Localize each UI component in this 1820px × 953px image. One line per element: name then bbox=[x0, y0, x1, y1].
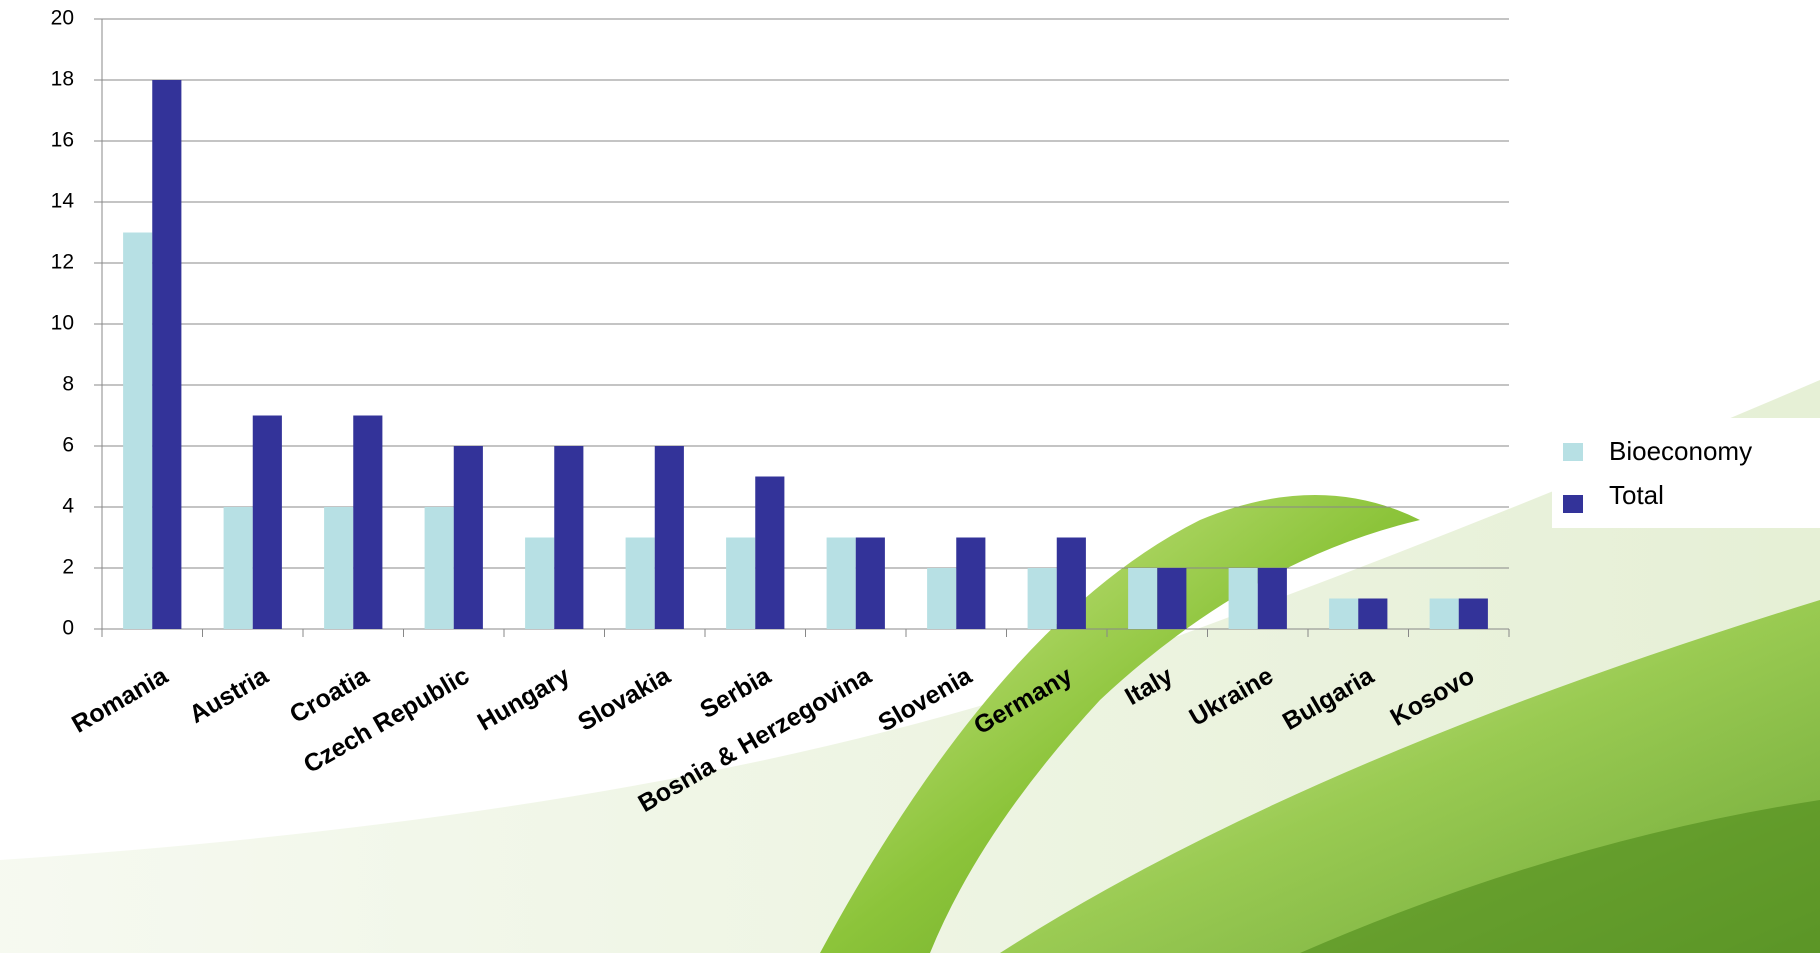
y-tick-label: 6 bbox=[62, 434, 74, 457]
bar bbox=[956, 537, 986, 629]
bar bbox=[1257, 568, 1287, 629]
bar bbox=[223, 507, 253, 629]
background bbox=[0, 380, 1820, 953]
bar bbox=[123, 232, 153, 629]
bar bbox=[554, 446, 584, 629]
y-tick-label: 20 bbox=[51, 7, 74, 30]
x-tick-label: Czech Republic bbox=[299, 662, 474, 779]
y-tick-label: 4 bbox=[62, 495, 74, 518]
bar bbox=[324, 507, 354, 629]
x-tick-label: Austria bbox=[184, 661, 274, 729]
y-tick-label: 10 bbox=[51, 312, 74, 335]
legend: Bioeconomy Total bbox=[1552, 418, 1820, 528]
bar bbox=[726, 537, 756, 629]
bar bbox=[1429, 598, 1459, 629]
bar bbox=[453, 446, 483, 629]
y-tick-label: 16 bbox=[51, 129, 74, 152]
bar bbox=[353, 415, 383, 629]
x-tick-label: Serbia bbox=[695, 661, 776, 724]
bar bbox=[755, 476, 785, 629]
y-tick-label: 2 bbox=[62, 556, 74, 579]
y-tick-label: 0 bbox=[62, 617, 74, 640]
x-tick-label: Romania bbox=[67, 661, 173, 739]
y-tick-label: 14 bbox=[51, 190, 75, 213]
legend-swatch bbox=[1563, 495, 1583, 513]
bar bbox=[625, 537, 655, 629]
y-tick-label: 18 bbox=[51, 68, 74, 91]
x-tick-label: Hungary bbox=[473, 662, 575, 737]
bar bbox=[1329, 598, 1359, 629]
legend-label: Total bbox=[1609, 480, 1664, 510]
bar bbox=[1358, 598, 1388, 629]
bar bbox=[1056, 537, 1086, 629]
bar bbox=[855, 537, 885, 629]
bar bbox=[1128, 568, 1158, 629]
bar bbox=[1027, 568, 1057, 629]
legend-swatch bbox=[1563, 443, 1583, 461]
bar bbox=[1157, 568, 1187, 629]
bar bbox=[654, 446, 684, 629]
bar bbox=[826, 537, 856, 629]
legend-box bbox=[1552, 418, 1820, 528]
y-tick-label: 8 bbox=[62, 373, 74, 396]
bar bbox=[1228, 568, 1258, 629]
y-tick-label: 12 bbox=[51, 251, 74, 274]
bar bbox=[424, 507, 454, 629]
bar bbox=[927, 568, 957, 629]
bar bbox=[252, 415, 282, 629]
bar bbox=[1458, 598, 1488, 629]
bar bbox=[525, 537, 555, 629]
legend-label: Bioeconomy bbox=[1609, 436, 1752, 466]
bar bbox=[152, 80, 182, 629]
x-tick-label: Slovakia bbox=[573, 661, 676, 737]
